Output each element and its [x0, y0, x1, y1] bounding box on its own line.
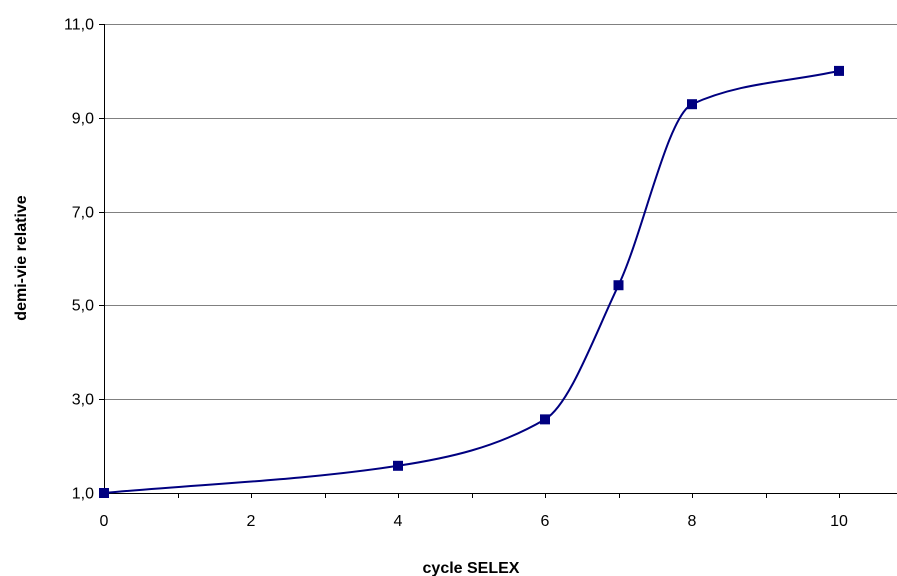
y-tick-label: 11,0	[64, 17, 94, 34]
x-tick-label: 8	[688, 513, 697, 530]
grid-lines	[104, 24, 897, 400]
data-point-marker	[834, 65, 844, 76]
data-point-marker	[687, 99, 697, 110]
y-tick-labels: 1,0 3,0 5,0 7,0 9,0 11,0	[64, 17, 94, 503]
y-tick-label: 9,0	[72, 111, 94, 128]
data-point-marker	[393, 460, 403, 471]
y-tick-label: 7,0	[72, 205, 94, 222]
x-tick-labels: 0 2 4 6 8 10	[100, 513, 848, 530]
y-tick-label: 5,0	[72, 298, 94, 315]
y-tick-label: 1,0	[72, 486, 94, 503]
x-axis-title: cycle SELEX	[423, 560, 520, 576]
axes	[99, 24, 897, 498]
data-point-marker	[540, 414, 550, 425]
series-line	[103, 69, 840, 494]
x-tick-label: 0	[100, 513, 109, 530]
x-tick-label: 10	[830, 513, 848, 530]
y-axis-title: demi-vie relative	[13, 195, 30, 321]
series-group	[99, 65, 844, 498]
x-tick-label: 6	[541, 513, 550, 530]
y-tick-label: 3,0	[72, 392, 94, 409]
data-point-marker	[613, 280, 624, 291]
x-tick-label: 2	[247, 513, 256, 530]
data-point-marker	[99, 488, 109, 498]
x-tick-label: 4	[394, 513, 403, 530]
